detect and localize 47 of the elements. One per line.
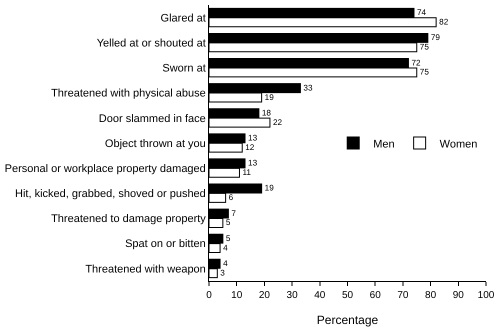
- data-label: 5: [226, 218, 231, 228]
- data-label: 19: [264, 92, 274, 102]
- x-tick-label: 0: [206, 290, 212, 301]
- data-label: 13: [248, 158, 258, 168]
- x-tick-label: 80: [425, 290, 437, 301]
- y-tick-label: Hit, kicked, grabbed, shoved or pushed: [15, 188, 206, 200]
- data-label: 18: [262, 108, 272, 118]
- data-label: 5: [226, 234, 231, 243]
- data-label: 7: [231, 208, 236, 218]
- y-tick-label: Yelled at or shouted at: [96, 37, 206, 50]
- y-tick-label: Object thrown at you: [104, 138, 206, 150]
- data-label: 22: [272, 118, 282, 127]
- data-label: 4: [223, 243, 228, 252]
- data-label: 13: [248, 134, 258, 143]
- legend-label: Men: [373, 138, 395, 150]
- data-label: 6: [228, 193, 234, 202]
- y-tick-label: Personal or workplace property damaged: [4, 162, 206, 175]
- data-label: 19: [264, 184, 274, 193]
- y-tick-label: Spat on or bitten: [125, 238, 206, 250]
- y-tick-label: Threatened with weapon: [85, 263, 206, 276]
- x-tick-label: 70: [397, 290, 409, 301]
- y-tick-label: Threatened to damage property: [51, 213, 206, 226]
- x-tick-label: 10: [231, 290, 243, 301]
- x-tick-label: 20: [258, 290, 270, 301]
- data-label: 33: [303, 83, 313, 92]
- x-tick-label: 50: [342, 290, 354, 301]
- data-label: 4: [223, 258, 228, 268]
- data-label: 11: [242, 168, 252, 178]
- data-label: 82: [439, 17, 449, 26]
- y-tick-label: Glared at: [160, 12, 206, 24]
- data-label: 75: [420, 42, 430, 52]
- x-tick-label: 90: [452, 290, 464, 301]
- data-label: 79: [430, 33, 440, 42]
- data-label: 12: [245, 142, 255, 152]
- y-tick-label: Door slammed in face: [98, 112, 206, 125]
- data-label: 75: [420, 68, 430, 77]
- data-label: 72: [411, 58, 421, 68]
- data-label: 74: [416, 8, 427, 18]
- x-tick-label: 60: [370, 290, 382, 301]
- y-tick-label: Sworn at: [162, 62, 206, 75]
- x-tick-label: 30: [286, 290, 298, 301]
- x-tick-label: 100: [478, 290, 495, 301]
- data-label: 3: [220, 268, 226, 278]
- y-tick-label: Threatened with physical abuse: [51, 88, 206, 100]
- legend-label: Women: [440, 138, 478, 150]
- x-axis-title: Percentage: [316, 312, 379, 327]
- x-tick-label: 40: [314, 290, 326, 301]
